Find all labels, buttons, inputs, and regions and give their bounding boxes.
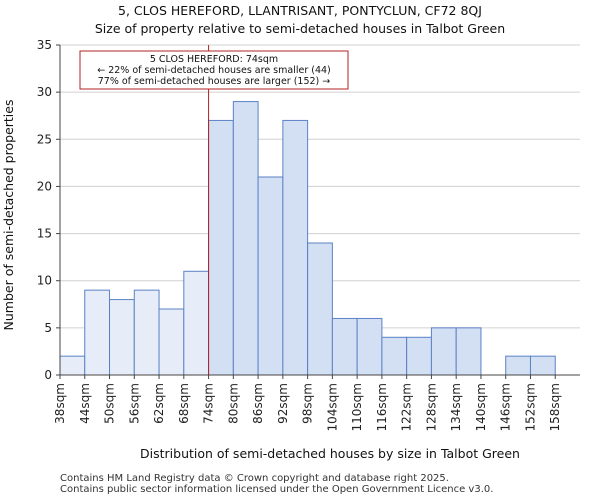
axes: 0 5 10 15 20 25 30 35 38sqm 44sqm 50sqm 56sqm 62sqm 6…: [37, 38, 580, 431]
footer-line-2: Contains public sector information licen…: [60, 484, 494, 495]
histogram-bar: [529, 355, 556, 376]
histogram-bar: [257, 176, 284, 376]
chart-title: 5, CLOS HEREFORD, LLANTRISANT, PONTYCLUN…: [118, 3, 482, 18]
y-tick-label: 5: [44, 321, 52, 335]
x-tick-label: 74sqm: [202, 383, 216, 424]
x-tick-label: 122sqm: [400, 383, 414, 431]
histogram-bar: [232, 101, 259, 376]
x-tick-label: 104sqm: [325, 383, 339, 431]
x-tick-label: 80sqm: [226, 383, 240, 424]
x-tick-label: 44sqm: [78, 383, 92, 424]
histogram-bar: [455, 327, 482, 376]
x-tick-label: 68sqm: [177, 383, 191, 424]
y-tick-label: 15: [37, 227, 52, 241]
y-tick-label: 20: [37, 179, 52, 193]
histogram-bar: [430, 327, 457, 376]
x-tick-label: 38sqm: [53, 383, 67, 424]
annotation-box: [79, 50, 349, 90]
y-tick-label: 30: [37, 85, 52, 99]
annotation-line: 77% of semi-detached houses are larger (…: [98, 76, 331, 87]
x-tick-label: 50sqm: [103, 383, 117, 424]
histogram-bar: [84, 289, 111, 376]
property-marker: 5 CLOS HEREFORD: 74sqm← 22% of semi-deta…: [79, 45, 349, 375]
histogram-bar: [183, 270, 210, 376]
histogram-bar: [356, 317, 383, 376]
histogram-bar: [282, 119, 309, 376]
x-tick-label: 110sqm: [350, 383, 364, 431]
y-axis-title: Number of semi-detached properties: [1, 100, 16, 331]
bars: [59, 101, 556, 376]
histogram-bar: [505, 355, 531, 376]
y-tick-label: 0: [44, 368, 52, 382]
histogram-bar: [133, 289, 160, 376]
x-tick-label: 158sqm: [548, 383, 562, 431]
x-tick-label: 152sqm: [523, 383, 537, 431]
x-tick-label: 146sqm: [499, 383, 513, 431]
x-tick-label: 98sqm: [301, 383, 315, 424]
x-tick-label: 116sqm: [375, 383, 389, 431]
annotation-line: 5 CLOS HEREFORD: 74sqm: [150, 54, 278, 65]
y-tick-label: 10: [37, 274, 52, 288]
chart-subtitle: Size of property relative to semi-detach…: [94, 21, 506, 36]
histogram-bar: [158, 308, 185, 376]
axis-labels: Distribution of semi-detached houses by …: [1, 100, 520, 461]
x-tick-label: 62sqm: [152, 383, 166, 424]
histogram-bar: [331, 317, 358, 376]
x-tick-label: 128sqm: [424, 383, 438, 431]
x-tick-label: 56sqm: [127, 383, 141, 424]
x-tick-label: 140sqm: [474, 383, 488, 431]
histogram-bar: [381, 336, 408, 376]
footer-line-1: Contains HM Land Registry data © Crown c…: [60, 473, 449, 484]
histogram-bar: [109, 299, 135, 376]
histogram-bar: [208, 119, 234, 376]
histogram-bar: [59, 355, 86, 376]
x-tick-label: 86sqm: [251, 383, 265, 424]
y-tick-label: 25: [37, 132, 52, 146]
x-tick-label: 92sqm: [276, 383, 290, 424]
annotation-line: ← 22% of semi-detached houses are smalle…: [97, 65, 331, 76]
y-tick-label: 35: [37, 38, 52, 52]
x-axis-title: Distribution of semi-detached houses by …: [140, 446, 520, 461]
histogram-bar: [307, 242, 333, 376]
histogram-bar: [406, 336, 432, 376]
x-tick-label: 134sqm: [449, 383, 463, 431]
